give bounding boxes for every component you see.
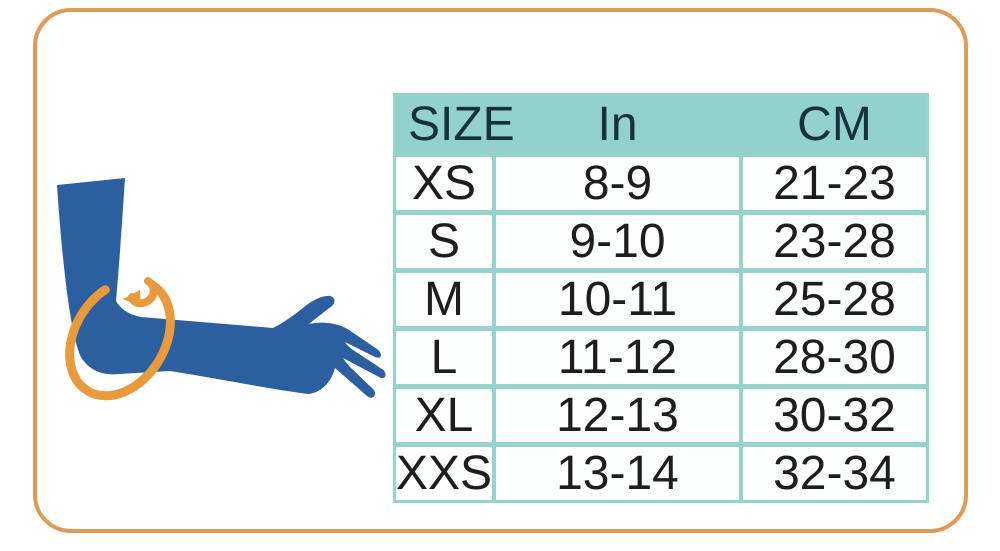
header-cm: CM [797, 97, 872, 151]
cell-in-xxs: 13-14 [496, 447, 739, 500]
cell-in-xl: 12-13 [496, 389, 739, 442]
header-in: In [597, 97, 638, 151]
cell-cm-l: 28-30 [743, 331, 926, 384]
cell-cm-m: 25-28 [743, 273, 926, 326]
table-body: XS 8-9 21-23 S 9-10 23-28 M 10-11 25-28 … [396, 157, 926, 500]
cell-cm-s: 23-28 [743, 215, 926, 268]
cell-cm-xl: 30-32 [743, 389, 926, 442]
cell-size-l: L [396, 331, 492, 384]
cell-cm-xs: 21-23 [743, 157, 926, 210]
cell-size-xl: XL [396, 389, 492, 442]
size-chart-table: SIZE In CM XS 8-9 21-23 S 9-10 23-28 M 1… [393, 93, 929, 503]
arm-icon [57, 178, 386, 398]
cell-size-s: S [396, 215, 492, 268]
cell-size-xxs: XXS [395, 446, 493, 500]
cell-in-l: 11-12 [496, 331, 739, 384]
header-size: SIZE [408, 97, 515, 151]
cell-size-m: M [396, 273, 492, 326]
arm-measurement-illustration [57, 178, 386, 401]
cell-size-xs: XS [396, 157, 492, 210]
cell-in-s: 9-10 [496, 215, 739, 268]
measuring-ring-arrow-icon [123, 290, 141, 307]
cell-cm-xxs: 32-34 [743, 447, 926, 500]
table-header-row: SIZE In CM [396, 96, 926, 153]
cell-in-xs: 8-9 [496, 157, 739, 210]
cell-in-m: 10-11 [496, 273, 739, 326]
